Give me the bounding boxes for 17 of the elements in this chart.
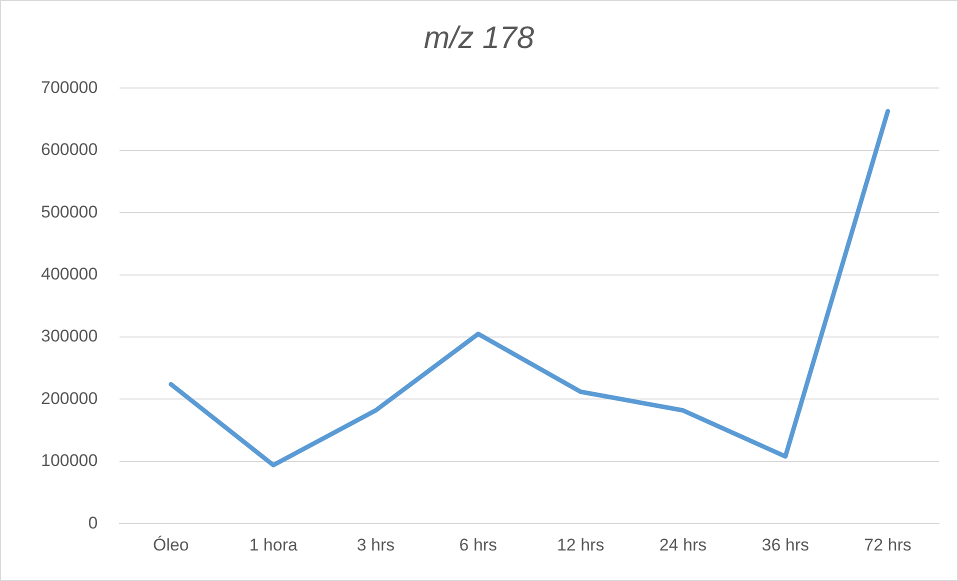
y-tick-label: 600000 (40, 140, 98, 160)
x-tick-label: 36 hrs (762, 535, 810, 554)
y-tick-label: 200000 (40, 388, 98, 408)
x-tick-label: 12 hrs (556, 535, 604, 554)
x-tick-label: 24 hrs (659, 535, 707, 554)
x-tick-label: Óleo (152, 535, 189, 554)
y-tick-label: 700000 (40, 78, 98, 97)
y-tick-label: 100000 (40, 451, 98, 470)
x-tick-label: 72 hrs (864, 535, 912, 554)
x-tick-label: 6 hrs (459, 535, 498, 554)
y-tick-label: 300000 (40, 326, 98, 346)
x-tick-label: 3 hrs (356, 535, 395, 554)
y-tick-label: 500000 (40, 202, 98, 222)
y-tick-label: 0 (88, 513, 98, 532)
x-tick-label: 1 hora (249, 535, 298, 554)
y-tick-label: 400000 (40, 264, 98, 284)
chart-title: m/z 178 (424, 20, 535, 56)
